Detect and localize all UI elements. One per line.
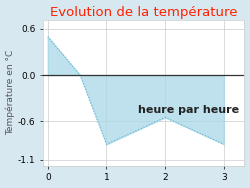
Text: heure par heure: heure par heure [138,105,239,115]
Y-axis label: Température en °C: Température en °C [6,50,15,135]
Title: Evolution de la température: Evolution de la température [50,6,238,19]
